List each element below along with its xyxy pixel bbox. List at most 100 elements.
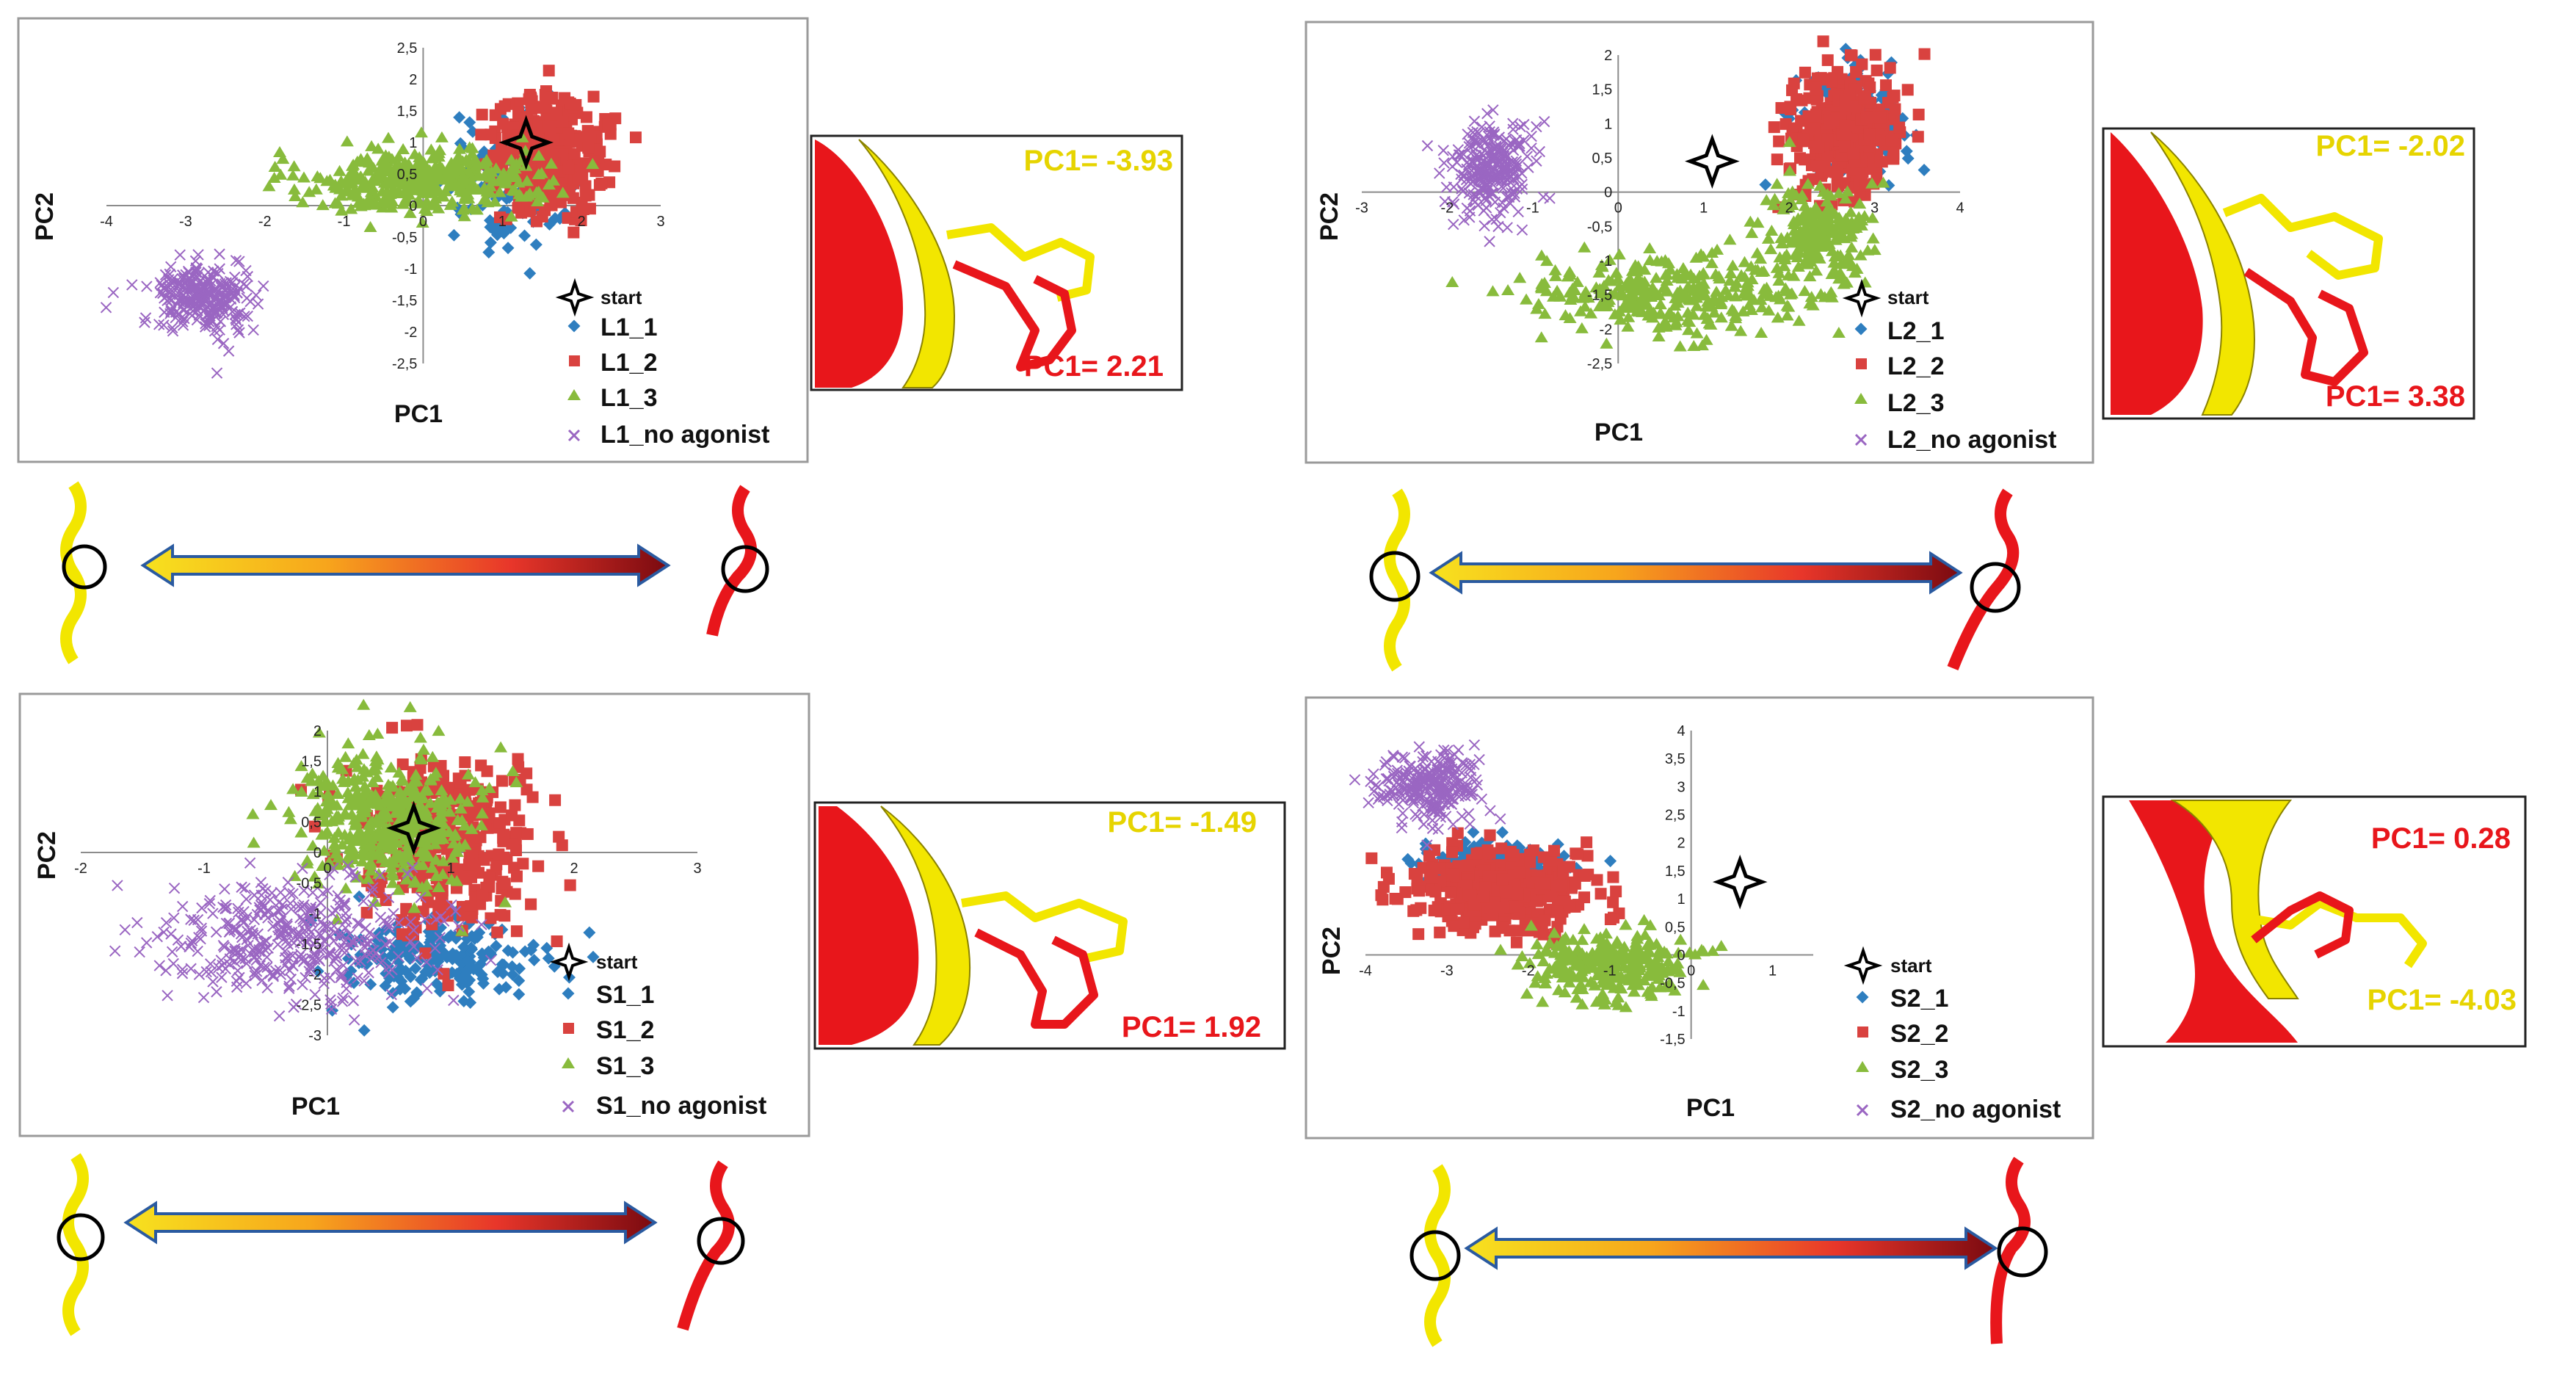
data-point	[1889, 103, 1901, 115]
y-tick-label: 1,5	[1592, 82, 1612, 98]
data-point	[525, 898, 537, 910]
data-point	[267, 171, 281, 183]
data-point	[1524, 919, 1538, 931]
data-point	[242, 939, 254, 952]
data-point	[475, 784, 489, 796]
data-point	[305, 927, 317, 938]
data-point	[520, 175, 534, 187]
data-point	[435, 910, 447, 922]
x-tick-label: 2	[1785, 200, 1793, 217]
data-point	[360, 830, 374, 841]
data-point	[481, 765, 493, 778]
data-point	[316, 770, 330, 781]
data-point	[1625, 964, 1639, 976]
data-point	[1612, 248, 1626, 260]
data-point	[1575, 933, 1589, 945]
data-point	[1653, 298, 1667, 310]
data-point	[1772, 275, 1786, 286]
data-point	[465, 822, 479, 834]
data-point	[1501, 168, 1514, 180]
data-point	[1744, 260, 1758, 272]
data-point	[429, 942, 441, 955]
data-point	[1571, 982, 1585, 994]
data-point	[1591, 874, 1603, 886]
data-point	[178, 305, 189, 316]
data-point	[462, 985, 476, 999]
data-point	[396, 861, 410, 873]
data-point	[1777, 260, 1791, 272]
data-point	[195, 275, 207, 287]
data-point	[274, 168, 288, 180]
data-point	[1569, 877, 1581, 890]
data-point	[238, 905, 250, 918]
data-point	[461, 955, 474, 968]
data-point	[448, 158, 462, 170]
data-point	[476, 890, 489, 902]
data-point	[329, 847, 343, 859]
data-point	[274, 929, 286, 941]
data-point	[1458, 169, 1470, 181]
data-point	[334, 927, 347, 938]
data-point	[151, 930, 163, 943]
data-point	[438, 968, 450, 980]
data-point	[386, 780, 400, 792]
data-point	[493, 211, 506, 223]
x-tick-label: 0	[1614, 200, 1622, 217]
data-point	[297, 862, 308, 875]
data-point	[268, 160, 282, 172]
y-axis-label: PC2	[31, 192, 59, 241]
data-point	[1760, 194, 1774, 206]
data-point	[1497, 147, 1509, 159]
data-point	[141, 280, 153, 292]
legend-series2-marker	[569, 355, 580, 366]
data-point	[510, 925, 523, 938]
data-point	[1497, 921, 1509, 934]
x-tick-label: 2	[570, 861, 578, 877]
data-point	[1521, 151, 1534, 162]
data-point	[1539, 943, 1553, 955]
start-marker	[386, 800, 441, 856]
x-tick-label: 3	[1871, 200, 1879, 217]
data-point	[1584, 976, 1598, 988]
data-point	[166, 946, 178, 958]
data-point	[1555, 880, 1567, 892]
data-point	[393, 950, 404, 963]
data-point	[1726, 259, 1740, 271]
data-point	[1538, 115, 1550, 128]
data-point	[435, 784, 449, 796]
data-point	[1757, 283, 1771, 294]
data-point	[1664, 963, 1678, 975]
data-point	[493, 816, 506, 829]
data-point	[356, 770, 370, 782]
data-point	[364, 198, 378, 209]
data-point	[1668, 300, 1682, 311]
data-point	[1653, 981, 1667, 993]
legend-series1-marker	[567, 319, 581, 333]
data-point	[414, 126, 428, 138]
data-point	[521, 828, 534, 840]
data-point	[1674, 933, 1688, 945]
data-point	[1724, 267, 1738, 278]
data-point	[387, 855, 401, 867]
data-point	[1771, 311, 1785, 323]
data-point	[417, 850, 431, 861]
data-point	[336, 996, 349, 1007]
data-point	[1412, 928, 1425, 941]
data-point	[1538, 308, 1552, 319]
data-point	[232, 965, 244, 977]
data-point	[1912, 109, 1925, 121]
data-point	[380, 811, 394, 822]
data-point	[1570, 275, 1584, 287]
data-point	[416, 791, 429, 803]
data-point	[1548, 264, 1562, 275]
data-point	[429, 160, 443, 172]
data-point	[482, 782, 496, 794]
data-point	[414, 974, 427, 986]
data-point	[1574, 305, 1588, 316]
data-point	[1617, 941, 1631, 952]
data-point	[1510, 936, 1523, 949]
data-point	[324, 947, 335, 960]
data-point	[1558, 986, 1572, 998]
data-point	[1861, 244, 1875, 256]
data-point	[100, 302, 112, 314]
